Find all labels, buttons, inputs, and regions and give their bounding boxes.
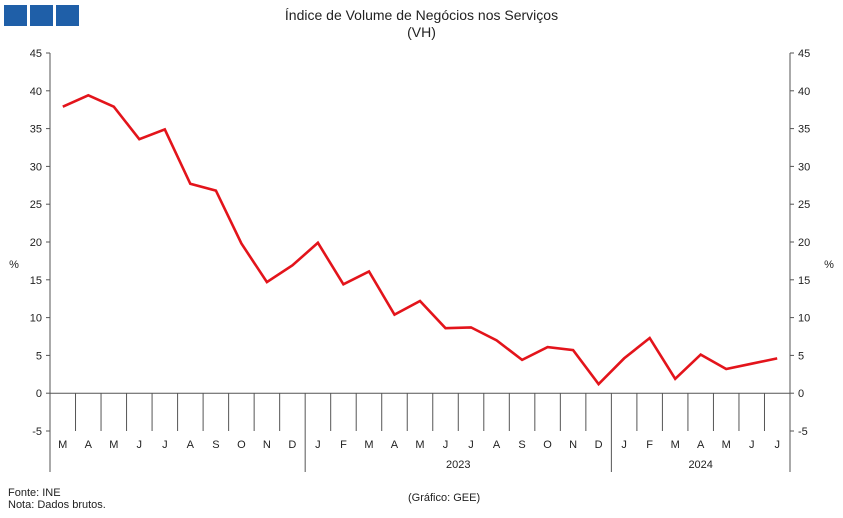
right-y-tick-label: 30 (798, 161, 810, 173)
left-y-tick-label: 20 (30, 237, 42, 249)
left-y-tick-label: 35 (30, 124, 42, 136)
left-y-axis-label: % (9, 259, 19, 271)
x-tick-label: J (749, 439, 755, 451)
logo-block-2 (30, 5, 53, 26)
x-tick-label: A (391, 439, 399, 451)
year-label: 2023 (446, 459, 470, 471)
x-tick-label: D (288, 439, 296, 451)
right-y-tick-label: 5 (798, 350, 804, 362)
x-tick-label: A (493, 439, 501, 451)
credit-text: (Gráfico: GEE) (408, 492, 481, 504)
chart-title-block: Índice de Volume de Negócios nos Serviço… (0, 7, 843, 41)
line-chart: -5 -5 0 0 5 5 10 10 15 15 20 20 25 25 30 30 35 35 40 40 45 45… (9, 48, 834, 472)
x-tick-label: A (85, 439, 93, 451)
note-text: Nota: Dados brutos. (8, 499, 106, 511)
right-y-tick-label: 15 (798, 275, 810, 287)
right-y-tick-label: 35 (798, 124, 810, 136)
right-y-axis-label: % (824, 259, 834, 271)
x-tick-label: J (443, 439, 449, 451)
left-y-tick-label: 45 (30, 48, 42, 60)
x-tick-label: M (109, 439, 118, 451)
x-tick-label: A (697, 439, 705, 451)
year-label: 2024 (688, 459, 712, 471)
x-tick-label: S (518, 439, 525, 451)
right-y-tick-label: 45 (798, 48, 810, 60)
x-tick-label: D (595, 439, 603, 451)
x-tick-label: J (621, 439, 627, 451)
logo (4, 5, 79, 26)
x-tick-label: O (237, 439, 246, 451)
x-tick-label: M (364, 439, 373, 451)
left-y-tick-label: -5 (32, 426, 42, 438)
x-tick-label: A (187, 439, 195, 451)
chart-title: Índice de Volume de Negócios nos Serviço… (284, 7, 559, 23)
x-tick-label: O (543, 439, 552, 451)
left-y-tick-label: 10 (30, 313, 42, 325)
left-y-tick-label: 25 (30, 199, 42, 211)
right-y-tick-label: -5 (798, 426, 808, 438)
left-y-tick-label: 15 (30, 275, 42, 287)
x-tick-label: S (212, 439, 219, 451)
left-y-tick-label: 30 (30, 161, 42, 173)
x-tick-label: M (58, 439, 67, 451)
chart-subtitle: (VH) (407, 24, 436, 40)
right-y-tick-label: 20 (798, 237, 810, 249)
x-tick-label: J (162, 439, 168, 451)
right-y-tick-label: 25 (798, 199, 810, 211)
x-tick-label: N (569, 439, 577, 451)
left-y-tick-label: 0 (36, 388, 42, 400)
x-tick-label: J (774, 439, 780, 451)
x-tick-label: F (646, 439, 653, 451)
x-tick-label: M (415, 439, 424, 451)
series-line (62, 93, 778, 387)
source-note: Fonte: INE Nota: Dados brutos. (8, 487, 106, 511)
x-tick-label: N (263, 439, 271, 451)
left-y-tick-label: 5 (36, 350, 42, 362)
x-tick-label: M (722, 439, 731, 451)
logo-block-1 (4, 5, 27, 26)
right-y-tick-label: 10 (798, 313, 810, 325)
x-tick-label: J (468, 439, 474, 451)
x-tick-label: J (315, 439, 321, 451)
x-tick-label: M (671, 439, 680, 451)
left-y-tick-label: 40 (30, 86, 42, 98)
x-tick-label: F (340, 439, 347, 451)
right-y-tick-label: 0 (798, 388, 804, 400)
x-tick-label: J (137, 439, 143, 451)
logo-block-3 (56, 5, 79, 26)
source-text: Fonte: INE (8, 487, 61, 499)
right-y-tick-label: 40 (798, 86, 810, 98)
